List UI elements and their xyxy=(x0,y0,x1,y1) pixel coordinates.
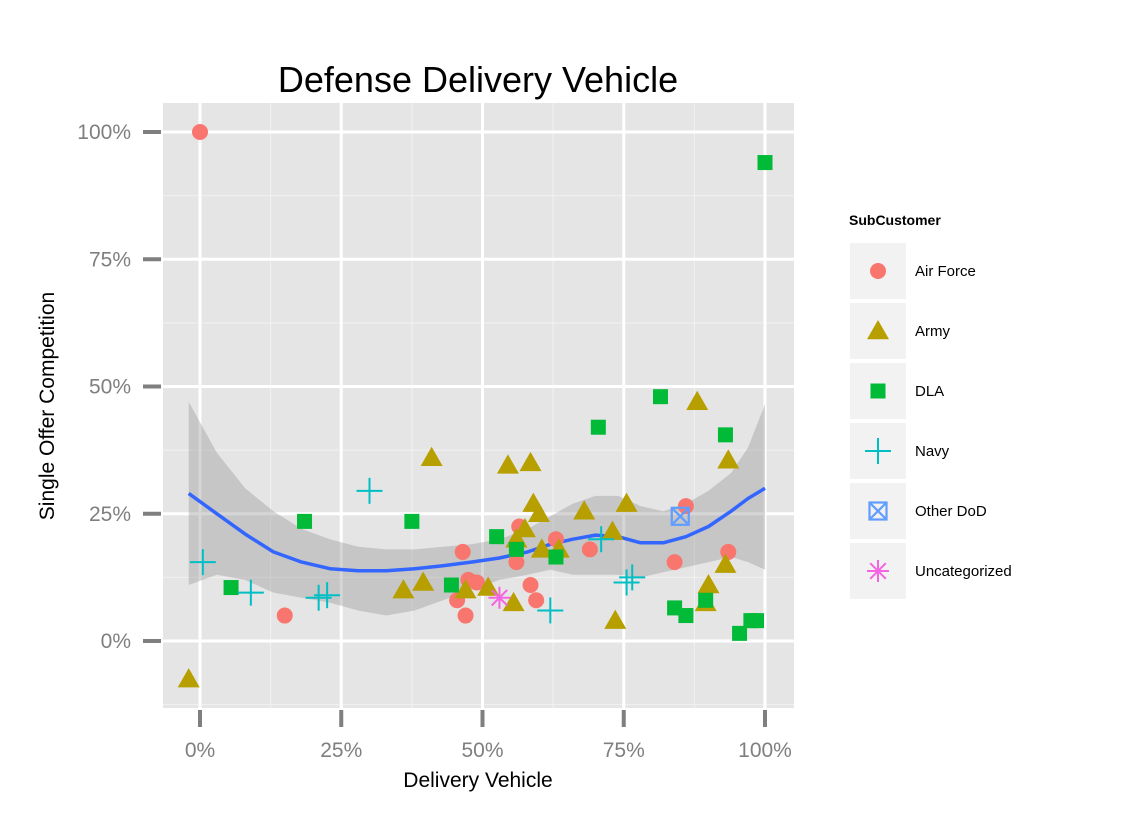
legend-label-other-dod: Other DoD xyxy=(915,503,987,520)
point-dla xyxy=(698,592,714,608)
point-army xyxy=(177,668,200,688)
legend-label-air-force: Air Force xyxy=(915,263,976,280)
legend-marker-other-dod-box xyxy=(868,501,888,521)
y-tick-label: 50% xyxy=(89,376,131,399)
point-air-force xyxy=(581,541,598,558)
point-dla xyxy=(717,427,733,443)
point-dla xyxy=(297,513,313,529)
point-dla xyxy=(489,529,505,545)
legend-marker-uncategorized xyxy=(867,560,889,582)
point-army xyxy=(714,553,737,573)
confidence-band-area xyxy=(188,401,765,616)
legend-label-uncategorized: Uncategorized xyxy=(915,563,1012,580)
point-navy xyxy=(314,582,341,609)
point-army xyxy=(530,538,553,558)
point-air-force xyxy=(454,543,471,560)
legend-marker-army xyxy=(867,320,889,340)
point-dla xyxy=(667,600,683,616)
point-air-force xyxy=(508,554,525,571)
point-dla xyxy=(548,549,564,565)
point-dla xyxy=(443,577,459,593)
point-dla xyxy=(223,580,239,596)
minor-gridlines xyxy=(163,103,794,708)
legend-label-army: Army xyxy=(915,323,950,340)
point-uncategorized xyxy=(488,586,511,609)
point-army xyxy=(412,571,435,591)
x-axis-title: Delivery Vehicle xyxy=(403,769,552,792)
point-army xyxy=(420,446,443,467)
point-navy xyxy=(537,597,564,624)
point-air-force xyxy=(192,124,208,140)
x-tick-label: 0% xyxy=(185,739,215,762)
point-dla xyxy=(652,389,668,405)
point-air-force xyxy=(528,592,545,609)
legend-label-dla: DLA xyxy=(915,383,944,400)
point-navy xyxy=(237,579,264,606)
y-tick-label: 25% xyxy=(89,503,131,526)
point-dla xyxy=(757,155,773,171)
x-tick-label: 50% xyxy=(461,739,503,762)
data-points xyxy=(177,124,773,688)
point-army xyxy=(519,451,542,472)
y-tick-label: 100% xyxy=(77,121,131,144)
point-army xyxy=(454,579,477,599)
point-army xyxy=(496,454,519,474)
legend-title: SubCustomer xyxy=(849,212,941,228)
x-tick-label: 75% xyxy=(603,739,645,762)
point-air-force xyxy=(276,607,293,624)
point-navy xyxy=(356,477,383,504)
point-army xyxy=(604,609,627,629)
y-tick-label: 0% xyxy=(101,630,131,653)
point-dla xyxy=(508,541,524,557)
point-navy xyxy=(588,526,615,553)
point-army xyxy=(528,502,550,522)
point-dla xyxy=(590,419,606,435)
point-army xyxy=(392,579,415,599)
point-army xyxy=(601,520,624,540)
point-army xyxy=(573,500,596,520)
point-army xyxy=(717,449,740,469)
legend-marker-other-dod-diag2 xyxy=(868,501,888,521)
point-dla xyxy=(749,613,765,629)
point-dla xyxy=(678,608,694,624)
y-axis-title: Single Offer Competition xyxy=(36,292,59,520)
point-army xyxy=(697,574,720,594)
y-axis: 0% 25% 50% 75% 100% xyxy=(77,121,161,653)
x-tick-label: 25% xyxy=(320,739,362,762)
point-uncategorized-spoke xyxy=(490,589,508,607)
point-air-force xyxy=(666,554,683,571)
point-air-force xyxy=(677,498,694,515)
legend-marker-navy xyxy=(865,438,891,464)
legend-marker-dla xyxy=(870,383,886,399)
point-army xyxy=(686,390,709,411)
y-tick-label: 75% xyxy=(89,248,131,271)
confidence-band xyxy=(188,401,765,616)
point-dla xyxy=(404,513,420,529)
point-air-force xyxy=(457,607,474,624)
point-army xyxy=(502,591,525,612)
point-other-dod-diag2 xyxy=(670,507,690,526)
x-axis: 0% 25% 50% 75% 100% xyxy=(185,710,792,762)
point-army xyxy=(513,518,536,538)
point-air-force xyxy=(468,574,485,591)
point-air-force xyxy=(720,543,737,560)
legend-label-navy: Navy xyxy=(915,443,950,460)
chart-title: Defense Delivery Vehicle xyxy=(278,59,678,100)
point-navy xyxy=(613,569,640,596)
legend: SubCustomer Air Force Army DLA Navy Other Do… xyxy=(849,212,1012,599)
point-other-dod-box xyxy=(670,506,690,526)
point-other-dod xyxy=(670,506,690,526)
point-air-force xyxy=(522,577,539,594)
point-army xyxy=(615,492,638,512)
point-navy xyxy=(189,549,216,576)
legend-marker-air-force xyxy=(870,263,886,279)
major-gridlines xyxy=(163,103,794,708)
point-dla xyxy=(732,625,748,641)
legend-marker-uncategorized-spoke xyxy=(869,562,887,580)
x-tick-label: 100% xyxy=(738,739,792,762)
point-navy xyxy=(619,564,646,591)
legend-marker-other-dod xyxy=(868,501,888,521)
